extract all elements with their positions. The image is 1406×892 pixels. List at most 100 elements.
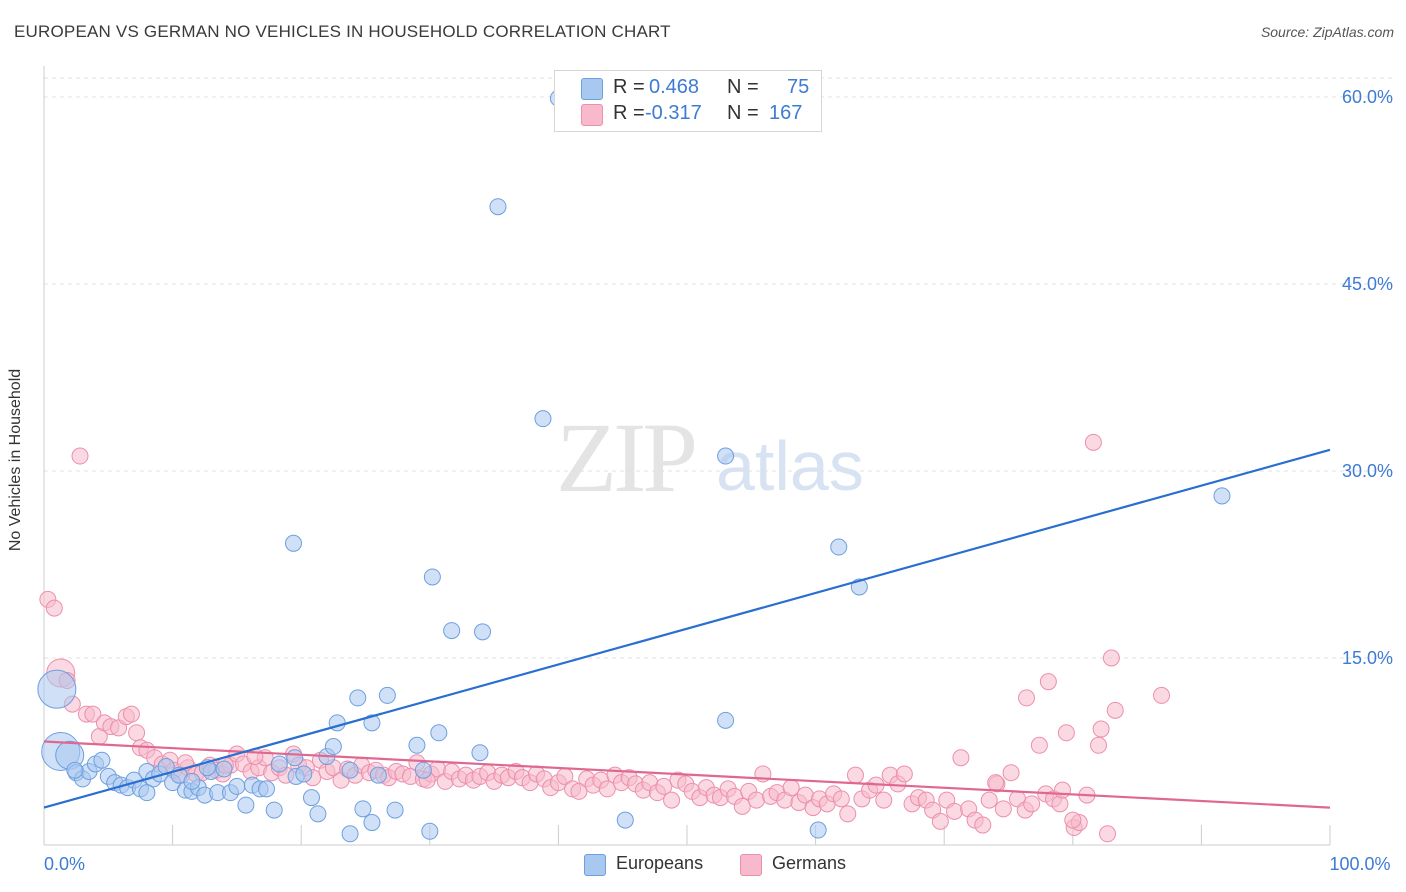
europeans-point — [386, 801, 404, 819]
germans-point — [1030, 736, 1048, 754]
germans-point — [71, 447, 89, 465]
n-label: N = — [727, 102, 759, 124]
europeans-point — [421, 822, 439, 840]
germans-point — [1099, 825, 1117, 843]
watermark-zip: ZIP — [556, 402, 698, 513]
series-germans — [39, 433, 1171, 843]
germans-trend-line — [43, 740, 1331, 809]
germans-swatch — [740, 854, 762, 876]
germans-swatch — [581, 104, 603, 126]
r-label: R = — [613, 102, 645, 124]
germans-point — [1018, 689, 1036, 707]
stats-legend: R = 0.468 N = 75 R = -0.317 N = 167 — [554, 70, 822, 132]
europeans-point — [471, 744, 489, 762]
germans-point — [128, 724, 146, 742]
stats-row-europeans: R = 0.468 N = 75 — [555, 75, 821, 101]
r-label: R = — [613, 76, 645, 98]
n-value: 167 — [769, 102, 803, 124]
germans-point — [84, 705, 102, 723]
europeans-point — [430, 724, 448, 742]
germans-point — [1106, 701, 1124, 719]
germans-point — [980, 791, 998, 809]
europeans-point — [369, 766, 387, 784]
germans-point — [895, 765, 913, 783]
europeans-point — [414, 761, 432, 779]
watermark-atlas: atlas — [716, 427, 864, 505]
n-label: N = — [727, 76, 759, 98]
germans-point — [994, 800, 1012, 818]
europeans-point — [378, 686, 396, 704]
germans-point — [733, 797, 751, 815]
germans-point — [1002, 764, 1020, 782]
europeans-point — [265, 801, 283, 819]
europeans-point — [408, 736, 426, 754]
europeans-point — [302, 789, 320, 807]
europeans-point — [341, 825, 359, 843]
germans-point — [122, 705, 140, 723]
stats-row-germans: R = -0.317 N = 167 — [555, 101, 821, 127]
series-legend: Europeans Germans — [0, 852, 1406, 878]
germans-point — [598, 780, 616, 798]
germans-point — [570, 782, 588, 800]
germans-point — [1023, 795, 1041, 813]
europeans-point — [37, 669, 77, 709]
europeans-point — [717, 447, 735, 465]
germans-point — [931, 812, 949, 830]
germans-point — [839, 805, 857, 823]
grid-lines — [44, 77, 1392, 659]
europeans-point — [1213, 487, 1231, 505]
axes — [43, 66, 1331, 846]
europeans-point — [270, 755, 288, 773]
germans-point — [1064, 811, 1082, 829]
europeans-swatch — [581, 78, 603, 100]
germans-point — [875, 791, 893, 809]
germans-point — [782, 779, 800, 797]
europeans-point — [534, 410, 552, 428]
europeans-point — [228, 777, 246, 795]
germans-point — [987, 774, 1005, 792]
r-value: -0.317 — [645, 102, 702, 124]
germans-point — [747, 791, 765, 809]
europeans-point — [616, 811, 634, 829]
germans-point — [1084, 433, 1102, 451]
n-value: 75 — [787, 76, 810, 98]
germans-point — [655, 777, 673, 795]
series-europeans — [37, 89, 1231, 843]
y-axis-label: No Vehicles in Household — [7, 368, 24, 552]
europeans-point — [324, 738, 342, 756]
germans-point — [952, 749, 970, 767]
europeans-point — [93, 751, 111, 769]
germans-point — [1090, 736, 1108, 754]
germans-point — [1153, 686, 1171, 704]
source-label: Source: ZipAtlas.com — [1260, 24, 1394, 40]
europeans-point — [717, 711, 735, 729]
europeans-point — [183, 772, 201, 790]
europeans-point — [830, 538, 848, 556]
germans-point — [974, 816, 992, 834]
europeans-point — [284, 534, 302, 552]
germans-point — [832, 790, 850, 808]
y-tick-label: 60.0% — [1342, 87, 1393, 107]
x-tick-label: 0.0% — [44, 854, 85, 874]
europeans-point — [489, 198, 507, 216]
germans-point — [945, 802, 963, 820]
legend-label: Europeans — [616, 853, 704, 873]
europeans-point — [809, 821, 827, 839]
europeans-point — [237, 796, 255, 814]
trend-lines — [43, 448, 1331, 809]
germans-point — [45, 599, 63, 617]
europeans-point — [474, 623, 492, 641]
europeans-point — [423, 568, 441, 586]
germans-point — [1092, 720, 1110, 738]
germans-point — [846, 766, 864, 784]
germans-point — [663, 791, 681, 809]
germans-point — [1039, 673, 1057, 691]
europeans-trend-line — [43, 448, 1331, 809]
europeans-point — [215, 760, 233, 778]
legend-label: Germans — [772, 853, 847, 873]
europeans-point — [257, 780, 275, 798]
germans-point — [1057, 724, 1075, 742]
europeans-point — [443, 622, 461, 640]
tick-labels: 15.0% 30.0% 45.0% 60.0% 0.0% 100.0% — [44, 87, 1393, 874]
